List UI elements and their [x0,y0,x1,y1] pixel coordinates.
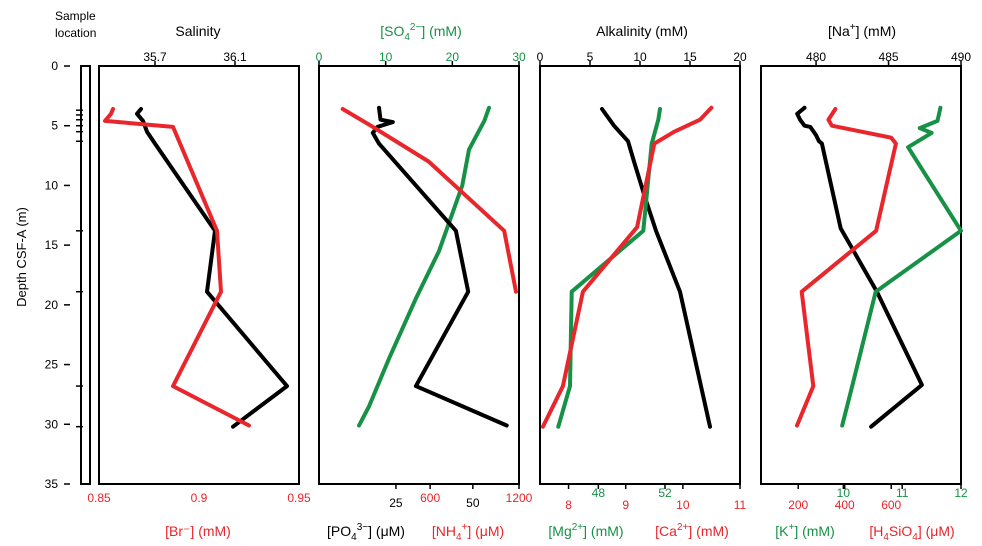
y-tick-label: 10 [45,178,59,192]
axis-tick-label: 490 [951,50,971,64]
y-tick-label: 30 [45,417,59,431]
y-axis-ticks: 0 5 10 15 20 25 30 35 [45,59,70,491]
sample-location-ticks [76,109,83,428]
panel-4-series-2-line [840,105,963,428]
axis-tick-label: 0.9 [191,491,208,505]
axis-tick-label: 36.1 [223,50,247,64]
axis-tick-label: 10 [676,498,690,512]
axis-tick-label: 11 [896,486,909,500]
axis-tick-label: 0 [316,50,323,64]
sample-location-label-2: location [55,26,96,40]
panel-1-series-1-line [135,107,289,429]
p1-bottom-axis-label: [Br⁻] (mM) [165,523,231,539]
p3-bottom-axis-label-1: [Mg2+] (mM) [548,522,623,539]
axis-tick-label: 600 [420,491,440,505]
axis-tick-label: 50 [466,496,480,510]
y-tick-label: 5 [51,119,58,133]
axis-tick-label: 48 [592,486,606,500]
p3-top-axis-label: Alkalinity (mM) [596,23,688,39]
p3-bottom-axis-label-2: [Ca2+] (mM) [655,522,729,539]
axis-tick-label: 600 [881,498,901,512]
axis-tick-label: 5 [587,50,594,64]
y-tick-label: 0 [51,59,58,73]
axis-tick-label: 11 [734,498,747,512]
sample-location-label-1: Sample [55,9,96,23]
axis-tick-label: 30 [512,50,526,64]
panel-2-series-2-line [370,105,509,428]
p1-top-axis-label: Salinity [175,23,220,39]
panel-4-series-3-line [795,107,898,428]
panel-3-series-3-line [540,105,714,429]
axis-tick-label: 12 [954,486,968,500]
panel-3-series-1-line [600,107,712,429]
chart-marks: 35.7 36.1 0.85 0.9 0.95 0 10 20 30 25 50 600 1200 0 5 1… [87,50,971,512]
p4-bottom-axis-label-1: [K+] (mM) [775,522,835,539]
y-tick-label: 20 [45,298,59,312]
y-tick-label: 35 [45,477,59,491]
axis-tick-label: 0.85 [87,491,111,505]
axis-tick-label: 485 [879,50,899,64]
panel-4-series-1-line [795,105,924,429]
axis-tick-label: 10 [379,50,393,64]
axis-tick-label: 9 [622,498,629,512]
y-tick-label: 15 [45,238,59,252]
y-tick-label: 25 [45,358,59,372]
axis-tick-label: 10 [837,486,851,500]
panel-2-frame [318,65,520,485]
axis-tick-label: 1200 [506,491,533,505]
axis-tick-label: 20 [733,50,747,64]
panel-2-series-3-line [340,107,518,294]
panel-1-series-2-line [103,107,251,428]
sample-location-box [80,65,91,485]
axis-tick-label: 20 [446,50,460,64]
p2-bottom-axis-label-2: [NH4+] (μM) [432,522,504,543]
axis-tick-label: 400 [835,498,855,512]
axis-tick-label: 0.95 [287,491,311,505]
axis-tick-label: 52 [658,486,672,500]
panel-4-frame [760,65,962,485]
p2-bottom-axis-label-1: [PO43−] (μM) [327,522,405,543]
p4-top-axis-label: [Na+] (mM) [828,22,896,39]
axis-tick-label: 8 [565,498,572,512]
axis-tick-label: 10 [633,50,647,64]
p2-top-axis-label: [SO42−] (mM) [380,22,462,43]
axis-tick-label: 25 [389,496,403,510]
axis-tick-label: 480 [806,50,826,64]
y-axis-label: Depth CSF-A (m) [14,207,29,307]
panel-3-series-2-line [556,107,662,429]
p4-bottom-axis-label-2: [H4SiO4] (μM) [869,523,954,543]
panel-1-frame [98,65,300,485]
axis-tick-label: 35.7 [143,50,167,64]
axis-tick-label: 0 [537,50,544,64]
axis-tick-label: 15 [683,50,697,64]
axis-tick-label: 200 [788,498,808,512]
panel-2-series-1-line [357,105,491,428]
